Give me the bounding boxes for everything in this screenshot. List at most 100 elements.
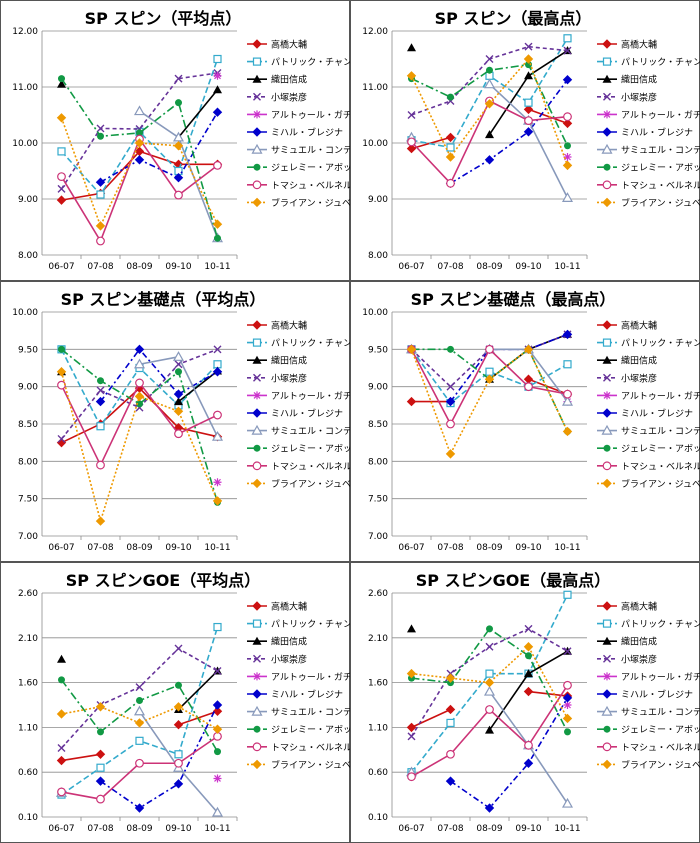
data-point <box>562 713 573 724</box>
legend-marker <box>603 373 611 382</box>
legend-label: 織田信成 <box>621 74 657 86</box>
legend-marker <box>253 725 261 733</box>
data-point <box>95 221 106 231</box>
x-tick-label: 10-11 <box>554 262 580 272</box>
data-point <box>57 654 66 663</box>
data-point <box>524 382 533 392</box>
data-point <box>563 34 572 43</box>
legend-marker <box>252 689 262 699</box>
data-point <box>447 345 454 353</box>
data-point <box>563 590 572 599</box>
data-point <box>57 79 66 88</box>
y-tick-label: 2.60 <box>18 589 38 599</box>
x-tick-label: 10-11 <box>204 543 230 553</box>
chart-sp-spin-goe-max: SP スピンGOE（最高点） 0.10 0.60 1.10 1.60 2.10 2.60 06… <box>350 562 700 843</box>
legend-item: サミュエル・コンテスティ <box>597 705 700 718</box>
data-point <box>134 138 145 148</box>
data-point <box>96 124 105 133</box>
legend-item: 高橋大輔 <box>597 39 657 51</box>
legend-item: ブライアン・ジュベール <box>247 478 350 490</box>
data-point <box>173 779 184 789</box>
data-point <box>172 131 185 142</box>
legend-marker <box>602 197 612 208</box>
data-point <box>174 644 183 653</box>
series-6 <box>95 344 223 407</box>
data-point <box>96 190 105 199</box>
legend-item: ブライアン・ジュベール <box>247 197 350 209</box>
data-point <box>57 184 66 193</box>
legend-item: パトリック・チャン <box>597 57 700 68</box>
series-6 <box>95 107 223 187</box>
legend-label: トマシュ・ベルネル <box>271 742 350 753</box>
legend-item: トマシュ・ベルネル <box>597 180 700 191</box>
legend-label: アルトゥール・ガチンスキー <box>271 672 350 683</box>
series-1 <box>406 104 573 154</box>
x-tick-label: 08-09 <box>476 543 502 553</box>
series-line <box>61 753 101 762</box>
data-point <box>485 130 494 139</box>
legend-label: アルトゥール・ガチンスキー <box>271 110 350 121</box>
chart-title: SP スピン基礎点（平均点） <box>61 290 266 309</box>
legend-marker <box>252 355 262 364</box>
data-point <box>213 774 222 783</box>
legend-item: 小塚崇彦 <box>597 372 657 384</box>
legend-label: トマシュ・ベルネル <box>271 461 350 472</box>
data-point <box>57 744 66 753</box>
data-point <box>562 426 573 437</box>
y-tick-label: 1.10 <box>368 723 388 733</box>
legend-label: パトリック・チャン <box>621 619 700 630</box>
legend-marker <box>251 143 263 154</box>
legend-marker <box>603 444 611 452</box>
data-point <box>484 677 495 688</box>
legend-item: ミハル・ブレジナ <box>247 127 343 139</box>
data-point <box>445 132 456 143</box>
x-tick-label: 06-07 <box>48 824 74 834</box>
data-point <box>484 155 495 165</box>
legend-marker <box>602 127 612 137</box>
legend-marker <box>602 742 612 752</box>
data-point <box>56 709 67 719</box>
legend-marker <box>253 444 261 452</box>
data-point <box>173 173 184 183</box>
data-point <box>563 680 572 690</box>
data-point <box>136 400 143 408</box>
data-point <box>213 622 222 632</box>
data-point <box>564 142 571 150</box>
y-tick-label: 9.00 <box>18 383 38 393</box>
data-point <box>95 776 106 786</box>
legend-marker <box>252 57 262 66</box>
legend-label: パトリック・チャン <box>621 57 700 68</box>
data-point <box>97 132 104 140</box>
y-tick-label: 10.00 <box>362 308 388 318</box>
data-point <box>134 803 145 813</box>
legend-item: 小塚崇彦 <box>247 372 307 384</box>
legend-marker <box>252 478 262 489</box>
legend-item: ブライアン・ジュベール <box>597 759 700 771</box>
legend-label: 織田信成 <box>621 636 657 648</box>
data-point <box>563 360 572 369</box>
chart-sp-spin-base-max: SP スピン基礎点（最高点） 7.00 7.50 8.00 8.50 9.00 9.50 10… <box>350 281 700 562</box>
legend-marker <box>602 759 612 770</box>
legend-label: ブライアン・ジュベール <box>621 197 700 209</box>
data-point <box>445 449 456 459</box>
legend-marker <box>602 601 612 611</box>
data-point <box>563 46 572 55</box>
legend-label: ミハル・ブレジナ <box>621 408 693 420</box>
data-point <box>445 704 456 715</box>
series-line <box>178 370 218 403</box>
legend-item: 高橋大輔 <box>247 320 307 332</box>
data-point <box>407 137 416 147</box>
series-4 <box>407 624 572 741</box>
data-point <box>407 111 416 119</box>
y-tick-label: 8.50 <box>18 420 38 430</box>
data-point <box>446 718 455 728</box>
legend-item: ブライアン・ジュベール <box>247 759 350 771</box>
legend-item: 織田信成 <box>597 636 657 648</box>
data-point <box>523 344 534 355</box>
data-point <box>96 460 105 470</box>
data-point <box>134 155 145 165</box>
legend-marker <box>602 57 612 66</box>
legend-marker <box>252 408 262 418</box>
y-tick-label: 2.10 <box>18 634 38 644</box>
